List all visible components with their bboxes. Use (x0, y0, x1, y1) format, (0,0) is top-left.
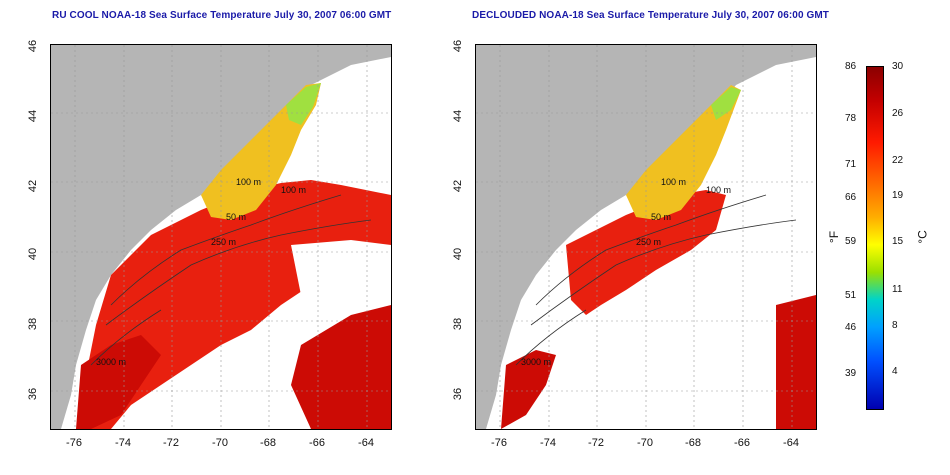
contour-label-50m: 50 m (651, 212, 671, 222)
left-lat-tick-42: 42 (27, 179, 39, 193)
cb-c-tick-11: 11 (892, 284, 903, 295)
contour-label-250m: 250 m (636, 237, 661, 247)
right-lon-tick--64: -64 (783, 437, 799, 449)
sst-cooler-region (286, 83, 321, 125)
right-map-title: DECLOUDED NOAA-18 Sea Surface Temperatur… (472, 10, 829, 21)
coast-land (476, 45, 816, 429)
left-lat-tick-38: 38 (27, 317, 39, 331)
right-lat-tick-38: 38 (452, 317, 464, 331)
cb-c-tick-15: 15 (892, 236, 904, 247)
temperature-colorbar (866, 66, 884, 410)
contour-label-250m: 250 m (211, 237, 236, 247)
left-map-title: RU COOL NOAA-18 Sea Surface Temperature … (52, 10, 392, 21)
cb-c-tick-30: 30 (892, 61, 904, 72)
cb-f-tick-78: 78 (845, 113, 857, 124)
cb-c-tick-26: 26 (892, 108, 904, 119)
cb-f-tick-39: 39 (845, 368, 857, 379)
right-lat-tick-42: 42 (452, 179, 464, 193)
cb-f-tick-59: 59 (845, 236, 857, 247)
left-lon-tick--68: -68 (260, 437, 276, 449)
left-lon-tick--74: -74 (115, 437, 131, 449)
right-lat-tick-44: 44 (452, 109, 464, 123)
left-lon-tick--70: -70 (212, 437, 228, 449)
sst-hot-patches (501, 295, 816, 429)
cb-c-tick-4: 4 (892, 366, 898, 377)
right-lon-tick--74: -74 (540, 437, 556, 449)
fahrenheit-unit-label: °F (827, 230, 842, 244)
right-lon-tick--76: -76 (491, 437, 507, 449)
sst-hot-patches (76, 305, 391, 429)
contour-label-100m: 100 m (661, 177, 686, 187)
cb-c-tick-19: 19 (892, 190, 904, 201)
celsius-unit-label: °C (915, 230, 930, 244)
right-lon-tick--70: -70 (637, 437, 653, 449)
cb-f-tick-66: 66 (845, 192, 857, 203)
cb-f-tick-51: 51 (845, 290, 857, 301)
contour-label-100m: 100 m (236, 177, 261, 187)
left-lat-tick-36: 36 (27, 387, 39, 401)
sst-cool-region (626, 85, 741, 220)
right-lon-tick--68: -68 (685, 437, 701, 449)
sst-cooler-region (711, 87, 741, 120)
right-lat-tick-36: 36 (452, 387, 464, 401)
cb-f-tick-71: 71 (845, 159, 857, 170)
left-lat-tick-44: 44 (27, 109, 39, 123)
cb-c-tick-8: 8 (892, 320, 898, 331)
cb-f-tick-46: 46 (845, 322, 857, 333)
left-lon-tick--66: -66 (309, 437, 325, 449)
contour-label-100m-b: 100 m (706, 185, 731, 195)
cloud-gap (291, 240, 391, 305)
left-sst-map: 250 m 100 m 100 m 50 m 3000 m (50, 44, 392, 430)
cb-f-tick-86: 86 (845, 61, 857, 72)
right-lon-tick--72: -72 (588, 437, 604, 449)
contour-label-100m-b: 100 m (281, 185, 306, 195)
left-lon-tick--64: -64 (358, 437, 374, 449)
right-lat-tick-40: 40 (452, 247, 464, 261)
contour-label-50m: 50 m (226, 212, 246, 222)
contour-label-3000m: 3000 m (96, 357, 126, 367)
left-lat-tick-40: 40 (27, 247, 39, 261)
right-lon-tick--66: -66 (734, 437, 750, 449)
left-lat-tick-46: 46 (27, 39, 39, 53)
sst-warm-field (81, 180, 391, 429)
right-sst-map: 250 m 100 m 100 m 50 m 3000 m (475, 44, 817, 430)
cb-c-tick-22: 22 (892, 155, 904, 166)
right-lat-tick-46: 46 (452, 39, 464, 53)
left-lon-tick--72: -72 (163, 437, 179, 449)
contour-label-3000m: 3000 m (521, 357, 551, 367)
left-lon-tick--76: -76 (66, 437, 82, 449)
coast-land (51, 45, 391, 429)
